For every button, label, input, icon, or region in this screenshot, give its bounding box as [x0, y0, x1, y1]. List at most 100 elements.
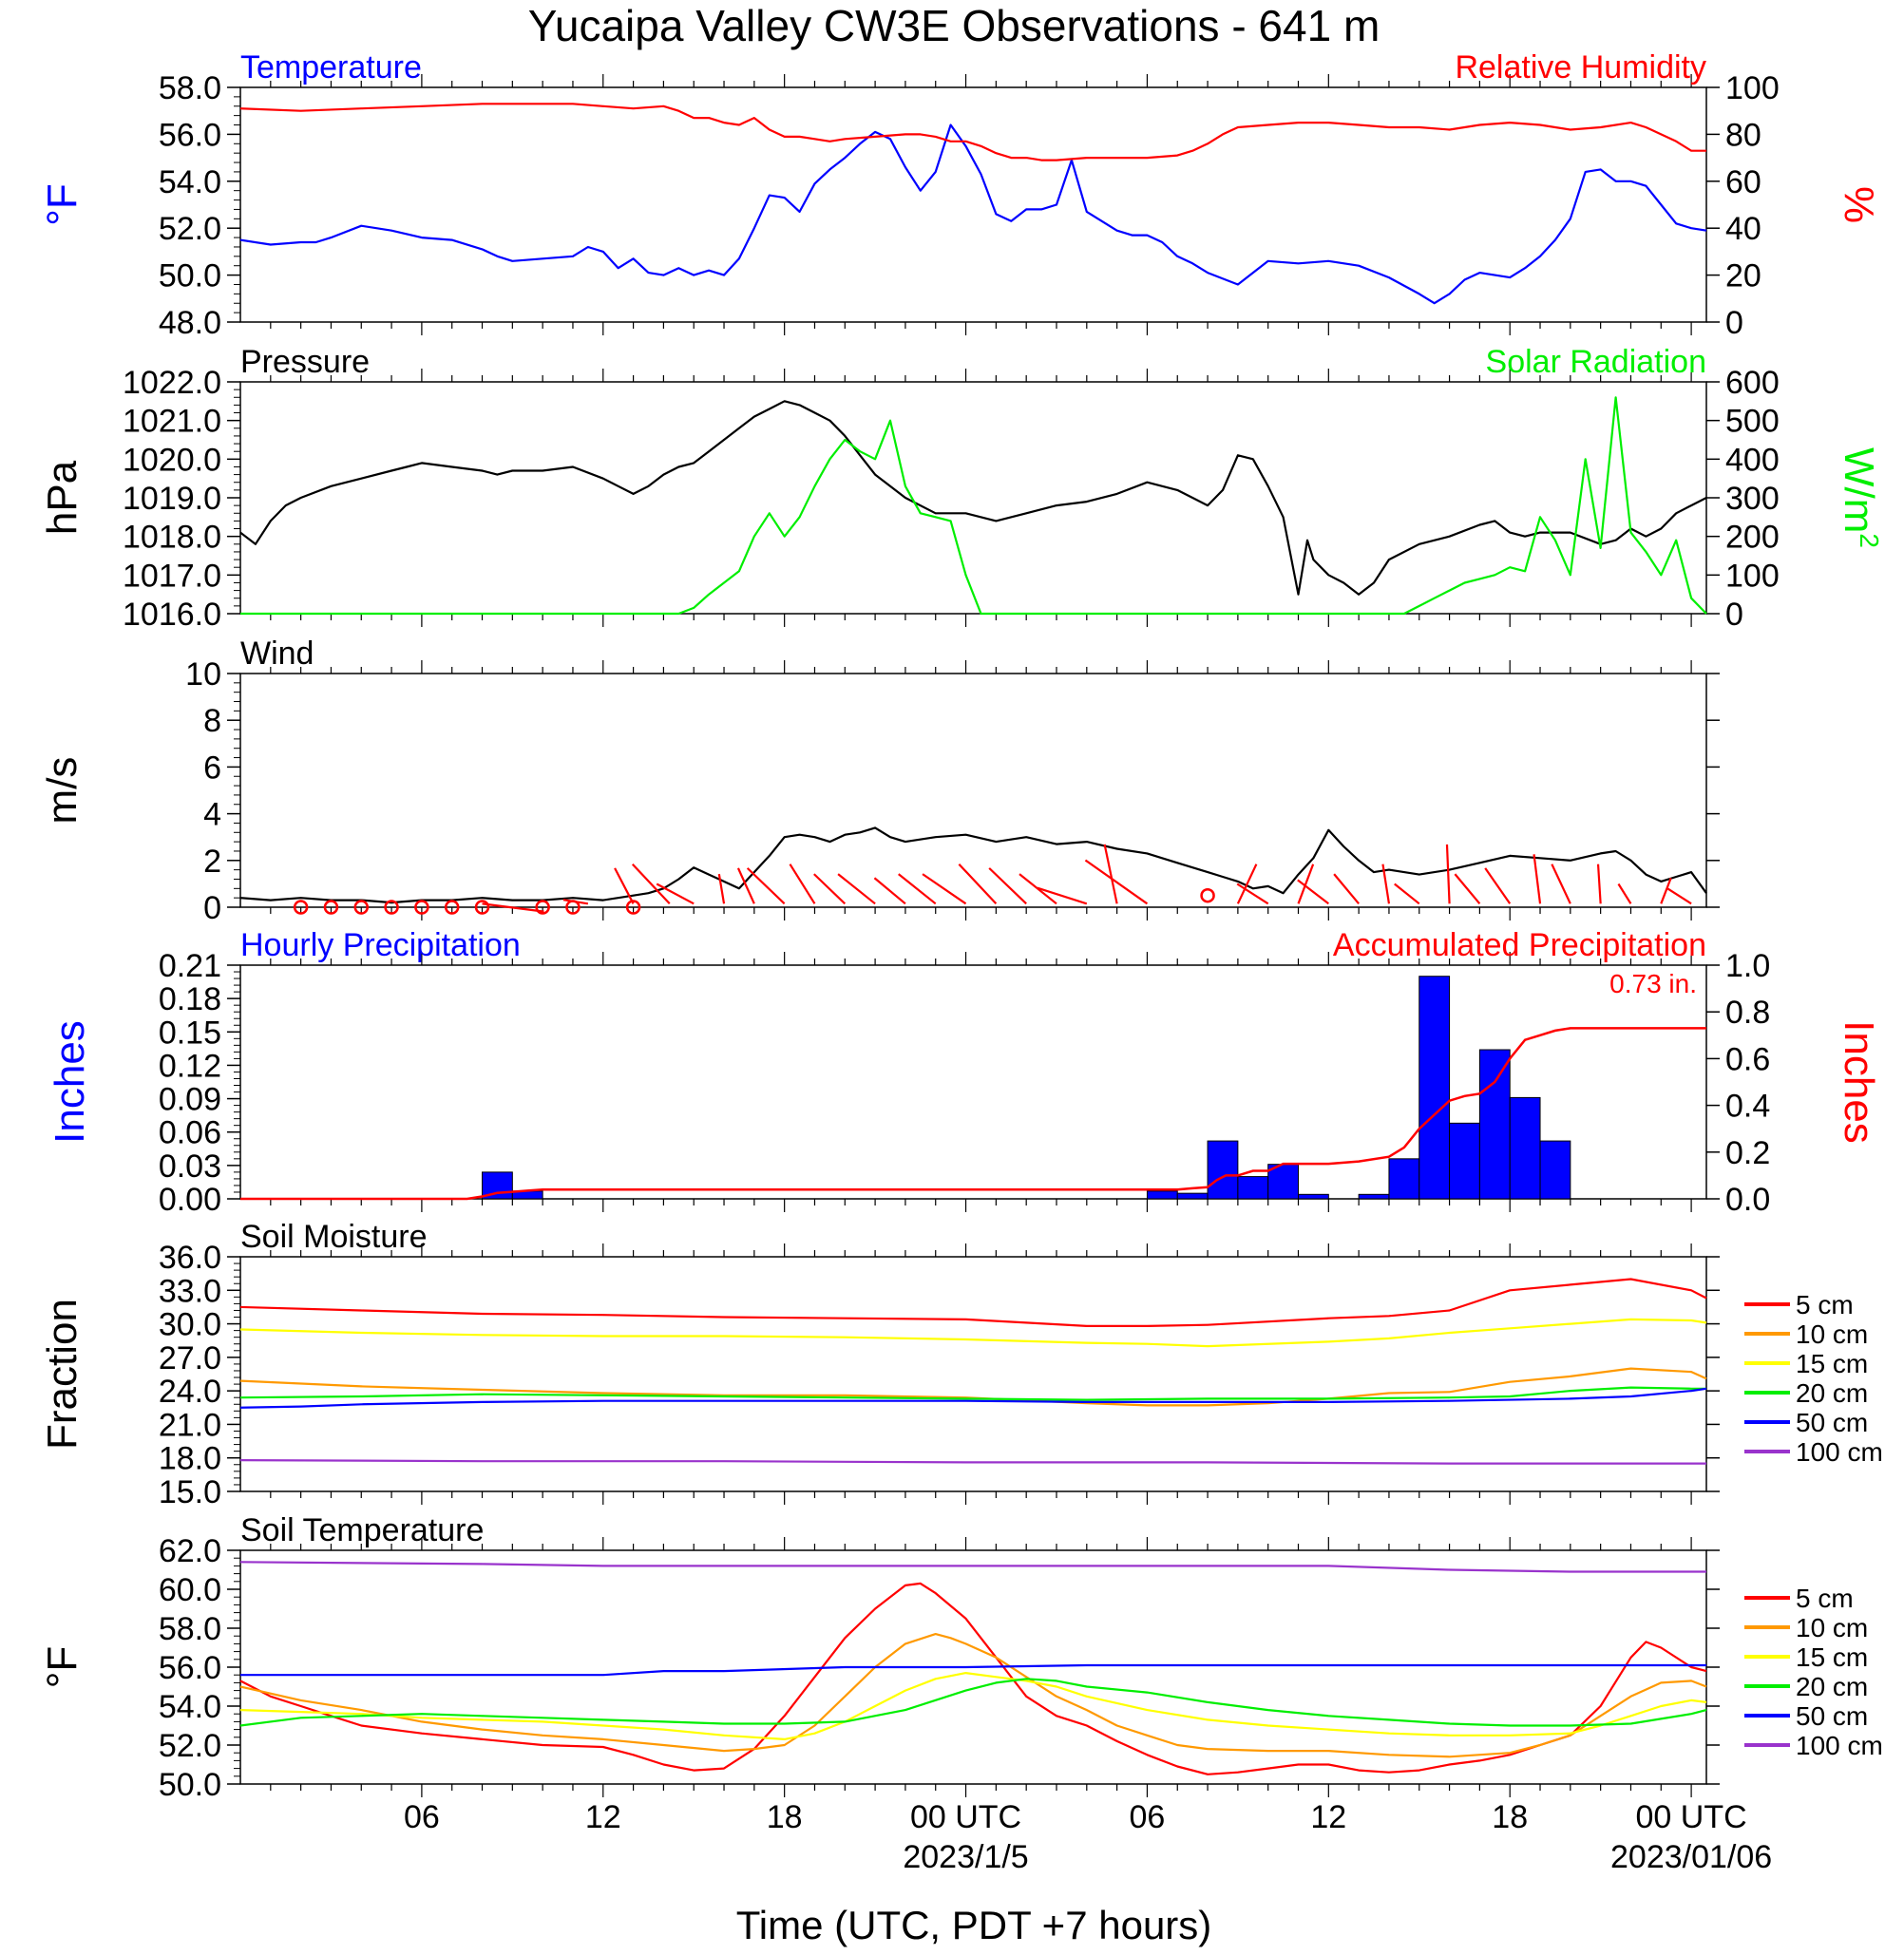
series-line-5-cm [239, 1278, 1707, 1328]
legend-label: 10 cm [1796, 1613, 1868, 1642]
wind-barb [736, 867, 755, 904]
y-tick-label-left: 0.00 [159, 1182, 221, 1218]
y-tick-label-left: 0.21 [159, 948, 221, 984]
series-line-100-cm [239, 1561, 1706, 1573]
y-tick-label-left: 52.0 [159, 211, 221, 247]
precip-bar [1358, 1193, 1390, 1200]
wind-barb [1037, 886, 1088, 905]
legend-label: 100 cm [1796, 1437, 1883, 1467]
legend-label: 20 cm [1796, 1378, 1868, 1408]
y-tick-label-right: 60 [1725, 164, 1761, 200]
y-axis-label-left: hPa [39, 460, 86, 535]
legend-label: 10 cm [1796, 1319, 1868, 1349]
panel-title-left: Temperature [240, 49, 422, 85]
y-tick-label-right: 0.4 [1725, 1089, 1770, 1125]
panel-title-left: Pressure [240, 344, 370, 380]
wind-barb [1236, 864, 1258, 904]
x-tick-label: 18 [1492, 1799, 1528, 1835]
wind-barb [873, 877, 906, 905]
wind-barb [1297, 879, 1329, 905]
y-tick-label-left: 0.09 [159, 1082, 221, 1118]
y-tick-label-left: 10 [185, 656, 221, 693]
panel-title-left: Soil Moisture [240, 1219, 428, 1255]
wind-barb [1236, 883, 1269, 905]
y-tick-label-left: 15.0 [159, 1474, 221, 1510]
series-line-black [239, 826, 1707, 904]
y-tick-label-right: 100 [1725, 558, 1780, 594]
y-tick-label-right: 500 [1725, 404, 1780, 440]
legend-label: 5 cm [1796, 1584, 1854, 1613]
x-tick-label: 00 UTC [1636, 1799, 1747, 1835]
series-line-green [240, 396, 1707, 616]
y-tick-label-left: 33.0 [159, 1273, 221, 1309]
x-tick-date-label: 2023/01/06 [1610, 1839, 1772, 1875]
panel-title-left: Wind [240, 636, 314, 672]
x-axis-label: Time (UTC, PDT +7 hours) [736, 1903, 1212, 1947]
legend-label: 5 cm [1796, 1290, 1854, 1319]
y-tick-label-right: 0.2 [1725, 1135, 1770, 1171]
wind-barb [717, 873, 726, 904]
calm-wind-circle [565, 900, 581, 915]
series-line-100-cm [239, 1458, 1706, 1465]
precip-bar [1478, 1049, 1511, 1200]
x-tick-label: 06 [404, 1799, 440, 1835]
y-tick-label-right: 0.0 [1725, 1182, 1770, 1218]
wind-barb [631, 863, 671, 905]
wind-barb [1084, 859, 1149, 905]
y-tick-label-left: 52.0 [159, 1728, 221, 1764]
series-line-10-cm [239, 1632, 1707, 1758]
y-tick-label-left: 36.0 [159, 1240, 221, 1276]
panel-title-right: Solar Radiation [1486, 344, 1706, 380]
y-tick-label-left: 58.0 [159, 70, 221, 106]
y-axis-label-right-text: % [1836, 186, 1882, 223]
precip-bar [1176, 1192, 1209, 1200]
wind-barb [656, 883, 695, 905]
page-title: Yucaipa Valley CW3E Observations - 641 m [528, 1, 1380, 50]
precip-bar [1449, 1122, 1480, 1200]
wind-barb [1333, 873, 1360, 905]
wind-barb [1484, 867, 1512, 904]
y-tick-label-right: 0.6 [1725, 1041, 1770, 1077]
wind-barb [837, 873, 876, 905]
accum-precip-line [240, 1027, 1706, 1201]
y-tick-label-left: 54.0 [159, 164, 221, 200]
y-tick-label-left: 56.0 [159, 1650, 221, 1686]
wind-barb [922, 873, 967, 905]
panel-title-right: Relative Humidity [1455, 49, 1706, 85]
y-tick-label-left: 0.15 [159, 1015, 221, 1051]
y-tick-label-left: 21.0 [159, 1407, 221, 1443]
legend-label: 15 cm [1796, 1642, 1868, 1672]
y-axis-label-right: % [1836, 186, 1882, 223]
x-tick-label: 06 [1130, 1799, 1166, 1835]
y-tick-label-left: 1022.0 [123, 365, 221, 401]
plot-frame [239, 86, 1707, 323]
y-tick-label-left: 18.0 [159, 1441, 221, 1477]
precip-bar [1418, 976, 1451, 1200]
y-tick-label-left: 1016.0 [123, 597, 221, 633]
calm-wind-circle [1200, 887, 1215, 903]
y-tick-label-left: 54.0 [159, 1689, 221, 1725]
wind-barb [614, 867, 635, 904]
wind-barb [1666, 886, 1692, 905]
y-tick-label-right: 40 [1725, 211, 1761, 247]
series-line-10-cm [239, 1367, 1707, 1407]
calm-wind-circle [474, 900, 490, 915]
wind-barb [988, 867, 1027, 905]
y-axis-label-right: Inches [1836, 1020, 1882, 1144]
precip-bar [1509, 1096, 1541, 1200]
series-line-50-cm [239, 1387, 1707, 1409]
panel-title-right: Accumulated Precipitation [1333, 927, 1706, 963]
calm-wind-circle [293, 900, 309, 915]
y-axis-label-left: Fraction [39, 1299, 86, 1450]
wind-barb [1596, 864, 1602, 904]
y-tick-label-right: 0 [1725, 305, 1743, 341]
wind-barb [789, 864, 816, 904]
x-tick-label: 18 [767, 1799, 803, 1835]
y-tick-label-right: 0.8 [1725, 995, 1770, 1031]
y-tick-label-left: 0.12 [159, 1048, 221, 1084]
precip-bar [1146, 1190, 1178, 1200]
wind-barb [1617, 883, 1632, 904]
y-tick-label-right: 1.0 [1725, 948, 1770, 984]
plot-frame [239, 381, 1707, 615]
